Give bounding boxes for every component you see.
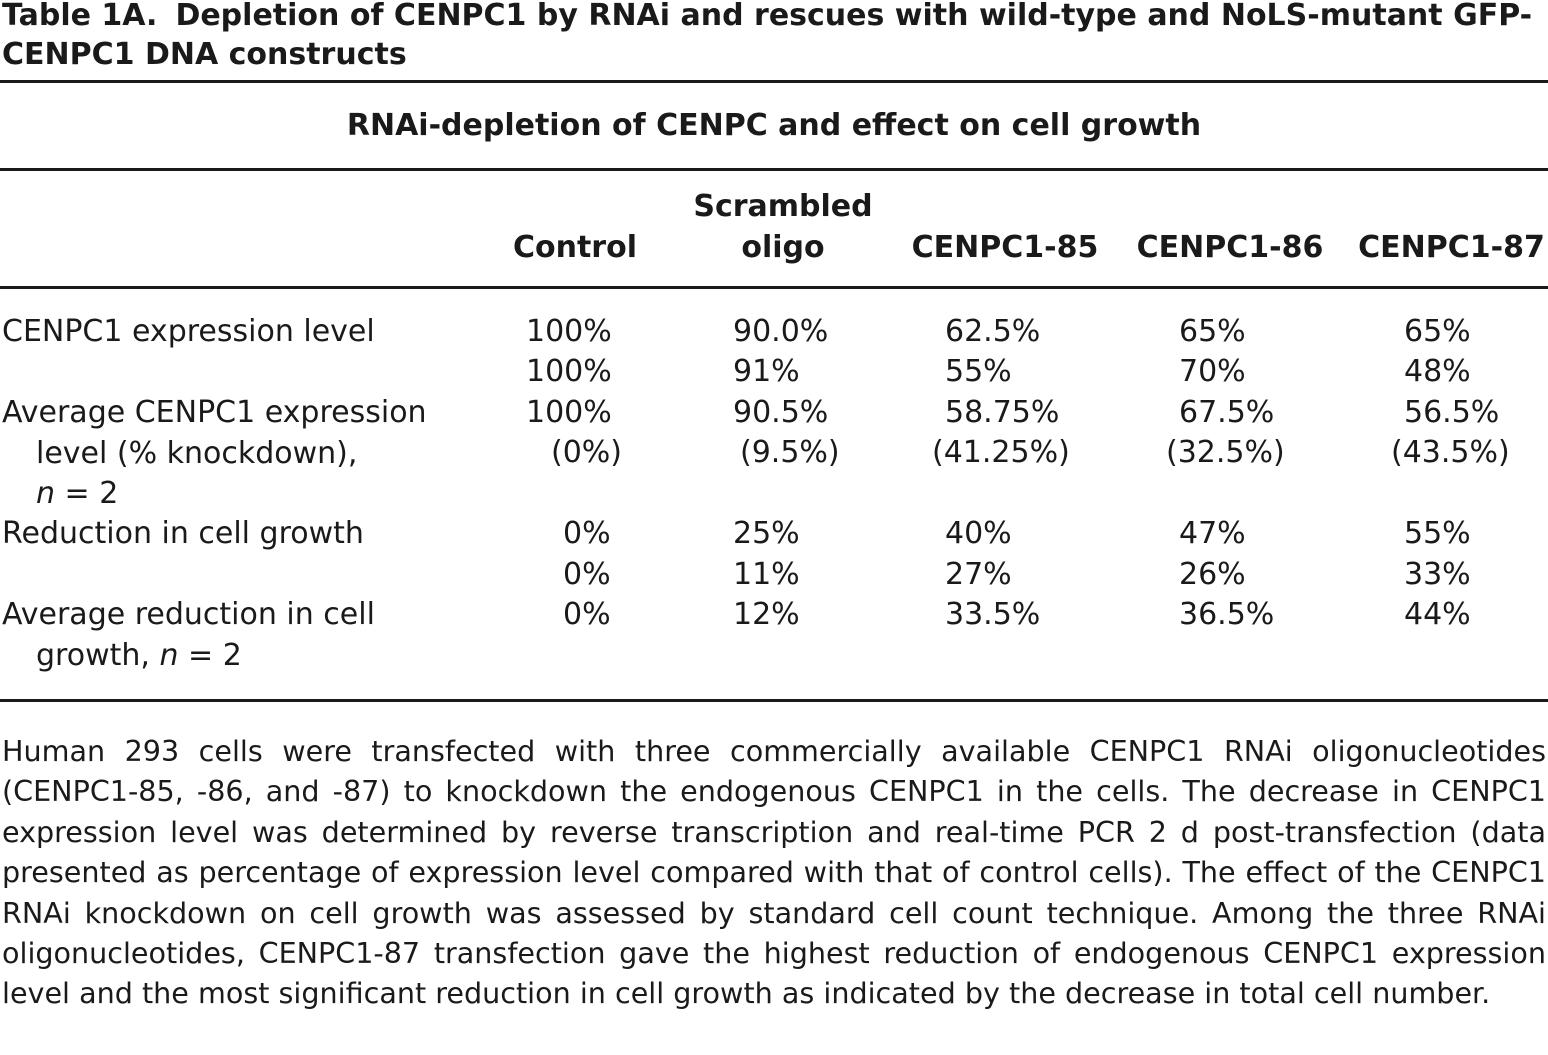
col-header-cenpc1-87: CENPC1-87 [1358,230,1545,265]
table-cell: 65% [1404,314,1471,349]
bottom-rule [0,699,1548,702]
table-cell: 65% [1179,314,1246,349]
row-label-average-growth: Average reduction in cell growth, n = 2 [2,597,375,673]
table-cell: (9.5%) [740,435,840,470]
table-cell: 100% [526,314,612,349]
table-cell: 70% [1179,354,1246,389]
table-cell: 44% [1404,597,1471,632]
table-cell: 36.5% [1179,597,1275,632]
table-cell: 11% [733,557,800,592]
table-cell: 25% [733,516,800,551]
section-rule [0,168,1548,171]
table-cell: 0% [563,597,611,632]
table-cell: 48% [1404,354,1471,389]
table-cell: 47% [1179,516,1246,551]
col-header-scrambled: Scrambled oligo [693,189,873,265]
table-label: Table 1A. [2,0,158,33]
table-cell: 90.0% [733,314,829,349]
table-cell: 67.5% [1179,395,1275,430]
table-cell: (32.5%) [1166,435,1285,470]
col-header-cenpc1-85: CENPC1-85 [911,230,1099,265]
table-cell: 0% [563,516,611,551]
row-label-expression: CENPC1 expression level [2,314,375,349]
header-rule [0,286,1548,289]
table-title: Depletion of CENPC1 by RNAi and rescues … [2,0,1533,72]
section-title: RNAi-depletion of CENPC and effect on ce… [346,108,1202,143]
table-cell: 33.5% [945,597,1041,632]
table-cell: 62.5% [945,314,1041,349]
table-cell: 90.5% [733,395,829,430]
table-cell: 91% [733,354,800,389]
table-cell: (0%) [551,435,623,470]
table-cell: 55% [945,354,1012,389]
table-cell: (41.25%) [932,435,1070,470]
table-cell: 12% [733,597,800,632]
top-rule [0,80,1548,83]
table-cell: (43.5%) [1391,435,1510,470]
col-header-control: Control [512,230,637,265]
table-cell: 27% [945,557,1012,592]
col-header-cenpc1-86: CENPC1-86 [1136,230,1324,265]
table-cell: 0% [563,557,611,592]
table-cell: 40% [945,516,1012,551]
table-cell: 55% [1404,516,1471,551]
table-caption: Table 1A. Depletion of CENPC1 by RNAi and… [2,0,1542,74]
table-cell: 33% [1404,557,1471,592]
table-cell: 100% [526,354,612,389]
table-cell: 58.75% [945,395,1060,430]
table-cell: 26% [1179,557,1246,592]
table-cell: 100% [526,395,612,430]
table-footnote: Human 293 cells were transfected with th… [2,734,1546,1011]
table-cell: 56.5% [1404,395,1500,430]
row-label-average-expression: Average CENPC1 expression level (% knock… [2,395,427,511]
row-label-growth: Reduction in cell growth [2,516,364,551]
